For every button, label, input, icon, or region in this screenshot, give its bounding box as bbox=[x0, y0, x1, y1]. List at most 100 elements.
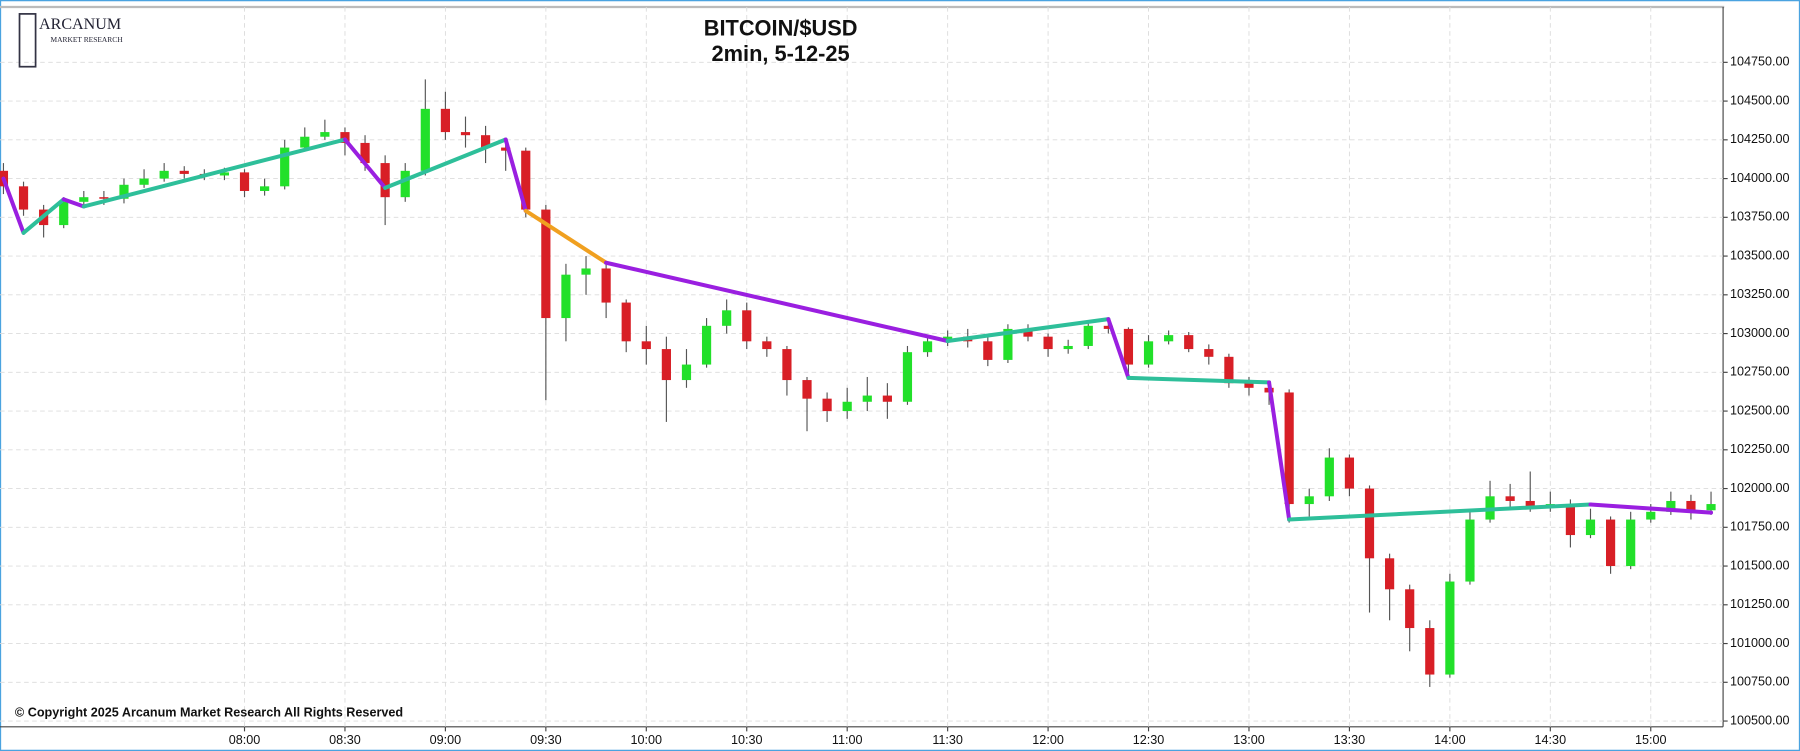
zigzag-segment bbox=[1126, 375, 1272, 385]
candle-body bbox=[400, 170, 410, 198]
candle-body bbox=[1626, 519, 1636, 567]
candle-body bbox=[1244, 383, 1254, 388]
y-tick-label: 103500.00 bbox=[1730, 248, 1790, 262]
candle-body bbox=[1706, 504, 1716, 511]
candle-body bbox=[1385, 558, 1395, 590]
zigzag-segment bbox=[1, 176, 26, 235]
candle-body bbox=[119, 184, 129, 199]
x-tick-label: 09:00 bbox=[430, 733, 462, 747]
zigzag-segment bbox=[1588, 502, 1714, 515]
zigzag-segment bbox=[604, 260, 950, 344]
candle-body bbox=[782, 349, 792, 381]
candle-body bbox=[1023, 328, 1033, 337]
x-tick-label: 14:30 bbox=[1535, 733, 1567, 747]
candle-body bbox=[179, 170, 189, 174]
zigzag-segment bbox=[1267, 380, 1292, 522]
candle-body bbox=[1646, 511, 1656, 520]
candle-body bbox=[1304, 496, 1314, 505]
candle-body bbox=[1083, 325, 1093, 346]
y-tick-label: 103750.00 bbox=[1730, 210, 1790, 224]
candle-body bbox=[219, 172, 230, 176]
candle-body bbox=[380, 163, 390, 198]
zigzag-segment bbox=[1287, 502, 1593, 522]
candle-body bbox=[79, 197, 89, 202]
candle-body bbox=[440, 108, 450, 133]
zigzag-segment bbox=[61, 197, 86, 209]
candle-body bbox=[641, 341, 651, 350]
y-tick-label: 100500.00 bbox=[1730, 713, 1790, 727]
candle-body bbox=[1003, 328, 1013, 360]
candle-body bbox=[59, 201, 69, 226]
y-tick-label: 103000.00 bbox=[1730, 326, 1790, 340]
candle-body bbox=[822, 398, 832, 412]
y-tick-label: 104000.00 bbox=[1730, 171, 1790, 185]
candle-body bbox=[159, 170, 169, 179]
x-tick-label: 12:00 bbox=[1032, 733, 1064, 747]
candle-body bbox=[902, 352, 913, 402]
candle-body bbox=[1184, 335, 1194, 350]
zigzag-segment bbox=[1106, 317, 1131, 380]
y-tick-label: 104500.00 bbox=[1730, 93, 1790, 107]
candle-body bbox=[260, 186, 270, 191]
y-tick-label: 103250.00 bbox=[1730, 287, 1790, 301]
candle-body bbox=[1364, 488, 1375, 559]
candle-body bbox=[722, 310, 732, 326]
zigzag-segment bbox=[383, 137, 508, 190]
x-tick-label: 13:00 bbox=[1233, 733, 1265, 747]
candle-body bbox=[1505, 496, 1515, 501]
candle-body bbox=[139, 178, 149, 185]
candle-body bbox=[862, 395, 872, 402]
candle-body bbox=[1605, 519, 1616, 567]
candle-body bbox=[701, 325, 712, 365]
candle-body bbox=[581, 268, 591, 275]
candle-body bbox=[1585, 519, 1596, 536]
candle-body bbox=[842, 401, 852, 412]
candle-body bbox=[280, 147, 290, 187]
chart-title: BITCOIN/$USD bbox=[704, 16, 858, 41]
candle-body bbox=[1063, 345, 1073, 350]
candle-body bbox=[601, 268, 611, 303]
zigzag-segment bbox=[81, 137, 347, 209]
y-tick-label: 102250.00 bbox=[1730, 442, 1790, 456]
y-tick-label: 101750.00 bbox=[1730, 520, 1790, 534]
y-tick-label: 102750.00 bbox=[1730, 365, 1790, 379]
y-tick-label: 101000.00 bbox=[1730, 636, 1790, 650]
candle-body bbox=[460, 132, 471, 136]
candle-body bbox=[480, 135, 491, 148]
candle-body bbox=[1445, 581, 1455, 675]
y-tick-label: 101250.00 bbox=[1730, 597, 1790, 611]
candle-body bbox=[681, 364, 692, 381]
candle-body bbox=[1405, 589, 1415, 629]
candle-body bbox=[239, 172, 250, 191]
candle-body bbox=[762, 341, 772, 350]
candle-body bbox=[1224, 356, 1234, 384]
candle-body bbox=[1666, 500, 1676, 512]
x-tick-label: 08:30 bbox=[329, 733, 361, 747]
y-tick-label: 101500.00 bbox=[1730, 558, 1790, 572]
candle-body bbox=[621, 302, 631, 342]
candle-body bbox=[1686, 500, 1696, 511]
y-tick-label: 102500.00 bbox=[1730, 403, 1790, 417]
x-tick-label: 12:30 bbox=[1133, 733, 1165, 747]
candle-body bbox=[882, 395, 892, 402]
y-tick-label: 102000.00 bbox=[1730, 481, 1790, 495]
candle-body bbox=[320, 132, 330, 137]
candle-body bbox=[1324, 457, 1334, 497]
candle-body bbox=[541, 209, 551, 319]
x-tick-label: 08:00 bbox=[229, 733, 261, 747]
x-tick-label: 10:30 bbox=[731, 733, 763, 747]
candle-body bbox=[983, 341, 993, 360]
candle-body bbox=[1143, 341, 1154, 365]
plot bbox=[0, 7, 1724, 727]
candle-body bbox=[360, 142, 370, 164]
candle-body bbox=[1103, 325, 1113, 329]
chart-subtitle: 2min, 5-12-25 bbox=[712, 41, 850, 66]
candle-body bbox=[1565, 504, 1575, 536]
candle-body bbox=[742, 310, 752, 342]
candle-body bbox=[922, 341, 933, 353]
logo: ARCANUM MARKET RESEARCH bbox=[18, 13, 123, 68]
candle-body bbox=[1123, 328, 1134, 365]
candle-body bbox=[1344, 457, 1355, 489]
x-tick-label: 14:00 bbox=[1434, 733, 1466, 747]
